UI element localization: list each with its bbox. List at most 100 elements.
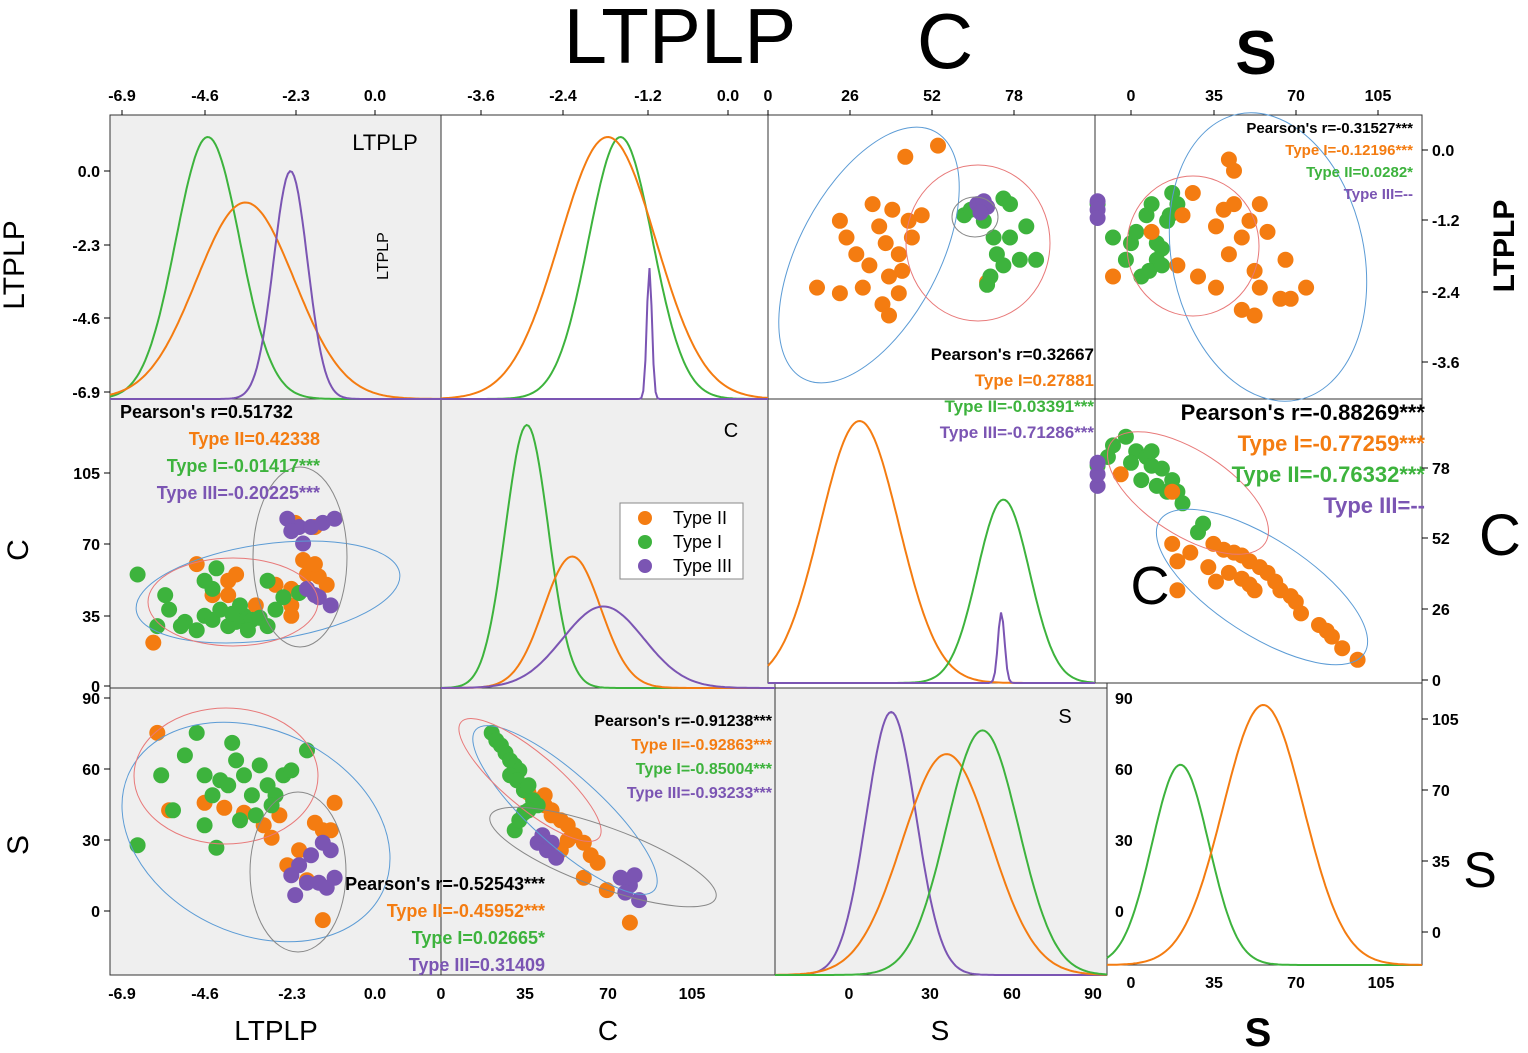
point-type-iii: [972, 204, 989, 221]
confidence-ellipse: [1107, 431, 1269, 555]
left-title-s: S: [2, 835, 35, 855]
confidence-ellipse: [472, 725, 658, 895]
left-title-ltplp: LTPLP: [0, 220, 31, 310]
point-type-i: [283, 762, 300, 779]
point-type-iii: [326, 869, 343, 886]
point-type-i: [243, 787, 260, 804]
point-type-iii: [303, 847, 319, 864]
point-type-ii: [1233, 301, 1250, 318]
tick-label: 0: [91, 904, 100, 921]
tick-label: -6.9: [108, 88, 136, 105]
tick-label: 105: [73, 466, 100, 483]
tick-label: 90: [82, 691, 100, 708]
point-type-ii: [848, 246, 865, 263]
point-type-i: [251, 757, 268, 774]
tick-label: -4.6: [72, 311, 100, 328]
point-type-iii: [283, 523, 300, 540]
diag-title-s: S: [1058, 706, 1071, 728]
correlation-line: Type II=-0.76332***: [1232, 462, 1426, 487]
point-type-ii: [930, 137, 946, 154]
density-curve-type-i: [1106, 763, 1422, 966]
point-type-ii: [220, 572, 237, 589]
tick-label: 78: [1432, 461, 1450, 478]
tick-label: -2.3: [72, 238, 100, 255]
point-type-i: [1011, 251, 1028, 268]
point-type-i: [299, 742, 315, 759]
point-type-i: [1195, 515, 1212, 532]
point-type-ii: [1220, 564, 1237, 581]
correlation-line: Type I=0.02665*: [412, 928, 545, 948]
point-type-i: [259, 618, 276, 635]
point-type-ii: [575, 834, 592, 851]
point-type-ii: [1251, 196, 1268, 213]
tick-label: 60: [1115, 762, 1133, 779]
point-type-i: [236, 767, 252, 784]
density-curve-type-iii: [775, 710, 1107, 976]
density-curve-type-ii: [109, 201, 441, 400]
point-type-ii: [216, 799, 233, 816]
point-type-i: [188, 724, 205, 741]
tick-label: 26: [841, 88, 859, 105]
point-type-i: [188, 622, 205, 639]
point-type-i: [172, 618, 189, 635]
confidence-ellipse: [1168, 112, 1368, 402]
point-type-ii: [881, 268, 897, 285]
point-type-iii: [543, 834, 560, 851]
point-type-i: [1141, 262, 1158, 279]
point-type-iii: [631, 892, 648, 909]
point-type-ii: [1323, 628, 1340, 645]
bottom-title-ltplp: LTPLP: [234, 1015, 318, 1046]
density-curve-type-ii: [1106, 703, 1422, 966]
point-type-ii: [1143, 223, 1160, 240]
point-type-i: [204, 787, 221, 804]
point-type-ii: [1251, 279, 1268, 296]
tick-label: 30: [82, 833, 100, 850]
point-type-i: [267, 601, 284, 618]
tick-label: -1.2: [1432, 213, 1460, 230]
legend-label: Type I: [673, 532, 722, 552]
tick-label: 30: [1115, 833, 1133, 850]
point-type-ii: [890, 246, 907, 263]
point-type-ii: [1164, 535, 1181, 552]
point-type-ii: [831, 212, 848, 229]
confidence-ellipse: [1126, 175, 1260, 317]
point-type-iii: [1089, 454, 1106, 471]
tick-label: 52: [923, 88, 941, 105]
point-type-i: [1123, 454, 1139, 471]
point-type-i: [228, 752, 245, 769]
top-title-ltplp: LTPLP: [564, 0, 797, 80]
point-type-ii: [1226, 162, 1242, 179]
tick-label: 105: [1368, 975, 1395, 992]
top-title-s: S: [1235, 19, 1276, 88]
tick-label: 70: [82, 537, 100, 554]
density-curve-type-iii: [768, 612, 1095, 684]
point-type-i: [985, 229, 1002, 246]
tick-label: 105: [679, 986, 706, 1003]
tick-label: 35: [1205, 88, 1223, 105]
point-type-i: [1002, 229, 1018, 246]
point-type-i: [259, 572, 276, 589]
point-type-iii: [287, 887, 304, 904]
point-type-ii: [1164, 483, 1181, 500]
point-type-ii: [861, 257, 878, 274]
point-type-iii: [1089, 477, 1106, 494]
point-type-i: [995, 257, 1012, 274]
point-type-ii: [1169, 553, 1186, 570]
point-type-ii: [864, 196, 881, 213]
tick-label: 35: [1205, 975, 1223, 992]
point-type-i: [1018, 218, 1035, 235]
point-type-i: [275, 589, 292, 606]
legend-label: Type III: [673, 556, 732, 576]
point-type-ii: [306, 556, 323, 573]
point-type-i: [204, 580, 221, 597]
point-type-ii: [1105, 268, 1121, 285]
point-type-iii: [548, 849, 565, 866]
point-type-ii: [1277, 251, 1294, 268]
right-title-c: C: [1479, 503, 1521, 568]
confidence-ellipse: [489, 806, 717, 908]
correlation-line: Pearson's r=0.32667: [931, 345, 1094, 364]
point-type-ii: [1174, 207, 1191, 224]
tick-label: -2.4: [1432, 285, 1460, 302]
point-type-ii: [1293, 605, 1309, 622]
point-type-ii: [314, 912, 331, 929]
